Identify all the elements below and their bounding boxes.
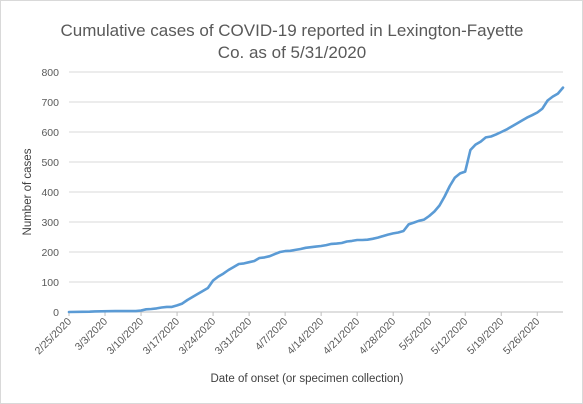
x-tick-label: 4/14/2020 xyxy=(285,316,327,358)
x-tick-label: 5/26/2020 xyxy=(501,316,543,358)
x-tick-label: 3/24/2020 xyxy=(177,316,219,358)
y-tick-label: 300 xyxy=(41,217,59,229)
x-axis-ticks: 2/25/20203/3/20203/10/20203/17/20203/24/… xyxy=(33,312,543,357)
x-tick-label: 3/31/2020 xyxy=(213,316,255,358)
y-tick-label: 100 xyxy=(41,277,59,289)
chart-title-line-1: Cumulative cases of COVID-19 reported in… xyxy=(60,21,523,40)
x-tick-label: 5/19/2020 xyxy=(465,316,507,358)
x-tick-label: 3/17/2020 xyxy=(141,316,183,358)
series-line xyxy=(67,86,565,314)
x-tick-label: 5/12/2020 xyxy=(429,316,471,358)
chart-title-line-2: Co. as of 5/31/2020 xyxy=(218,43,366,62)
y-tick-label: 200 xyxy=(41,247,59,259)
y-tick-label: 0 xyxy=(53,307,59,319)
gridlines xyxy=(69,71,563,313)
x-axis-title: Date of onset (or specimen collection) xyxy=(210,373,403,385)
y-axis-ticks: 0 100 200 300 400 500 600 700 800 xyxy=(41,67,59,319)
y-tick-label: 500 xyxy=(41,157,59,169)
y-tick-label: 700 xyxy=(41,97,59,109)
x-tick-label: 3/10/2020 xyxy=(105,316,147,358)
y-axis-title: Number of cases xyxy=(22,148,34,235)
y-tick-label: 600 xyxy=(41,127,59,139)
y-tick-label: 800 xyxy=(41,67,59,79)
x-tick-label: 2/25/2020 xyxy=(33,316,75,358)
x-tick-label: 4/28/2020 xyxy=(357,316,399,358)
x-tick-label: 4/21/2020 xyxy=(321,316,363,358)
y-tick-label: 400 xyxy=(41,187,59,199)
series-layer xyxy=(67,86,565,314)
